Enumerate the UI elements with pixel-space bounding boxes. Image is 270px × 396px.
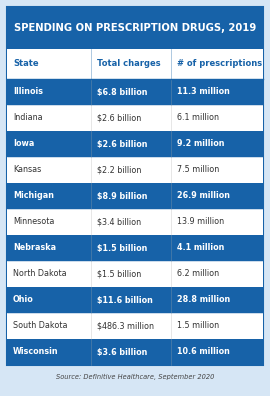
Text: Michigan: Michigan xyxy=(13,192,54,200)
Text: $1.5 billion: $1.5 billion xyxy=(97,270,142,278)
Text: State: State xyxy=(13,59,39,69)
Text: Source: Definitive Healthcare, September 2020: Source: Definitive Healthcare, September… xyxy=(56,374,214,380)
Text: $2.2 billion: $2.2 billion xyxy=(97,166,142,175)
Bar xyxy=(7,131,263,157)
Text: $486.3 million: $486.3 million xyxy=(97,322,154,331)
Text: 1.5 million: 1.5 million xyxy=(177,322,219,331)
Text: $2.6 billion: $2.6 billion xyxy=(97,114,142,122)
Bar xyxy=(7,183,263,209)
Text: Indiana: Indiana xyxy=(13,114,43,122)
Text: 13.9 million: 13.9 million xyxy=(177,217,224,227)
Text: Wisconsin: Wisconsin xyxy=(13,348,59,356)
Bar xyxy=(7,105,263,131)
Text: $6.8 billion: $6.8 billion xyxy=(97,88,148,97)
Bar xyxy=(7,287,263,313)
Text: Total charges: Total charges xyxy=(97,59,161,69)
Bar xyxy=(7,79,263,105)
Text: $11.6 billion: $11.6 billion xyxy=(97,295,153,305)
Text: 26.9 million: 26.9 million xyxy=(177,192,230,200)
Text: 6.1 million: 6.1 million xyxy=(177,114,219,122)
Bar xyxy=(7,339,263,365)
Bar xyxy=(7,49,263,79)
Text: 7.5 million: 7.5 million xyxy=(177,166,219,175)
Text: SPENDING ON PRESCRIPTION DRUGS, 2019: SPENDING ON PRESCRIPTION DRUGS, 2019 xyxy=(14,23,256,33)
Bar xyxy=(7,235,263,261)
Text: 28.8 million: 28.8 million xyxy=(177,295,230,305)
Bar xyxy=(7,313,263,339)
Bar xyxy=(7,261,263,287)
Text: Kansas: Kansas xyxy=(13,166,41,175)
Text: 11.3 million: 11.3 million xyxy=(177,88,230,97)
Text: North Dakota: North Dakota xyxy=(13,270,67,278)
Text: 6.2 million: 6.2 million xyxy=(177,270,219,278)
Text: Illinois: Illinois xyxy=(13,88,43,97)
Text: $8.9 billion: $8.9 billion xyxy=(97,192,148,200)
Bar xyxy=(7,7,263,49)
Text: $1.5 billion: $1.5 billion xyxy=(97,244,148,253)
Text: 9.2 million: 9.2 million xyxy=(177,139,224,148)
Bar xyxy=(7,157,263,183)
Text: # of prescriptions: # of prescriptions xyxy=(177,59,262,69)
Text: Ohio: Ohio xyxy=(13,295,34,305)
Text: $3.4 billion: $3.4 billion xyxy=(97,217,141,227)
Text: $3.6 billion: $3.6 billion xyxy=(97,348,148,356)
Text: Iowa: Iowa xyxy=(13,139,34,148)
Text: South Dakota: South Dakota xyxy=(13,322,68,331)
Text: Minnesota: Minnesota xyxy=(13,217,54,227)
Text: 4.1 million: 4.1 million xyxy=(177,244,224,253)
Bar xyxy=(7,209,263,235)
Text: 10.6 million: 10.6 million xyxy=(177,348,230,356)
Text: Nebraska: Nebraska xyxy=(13,244,56,253)
Text: $2.6 billion: $2.6 billion xyxy=(97,139,148,148)
